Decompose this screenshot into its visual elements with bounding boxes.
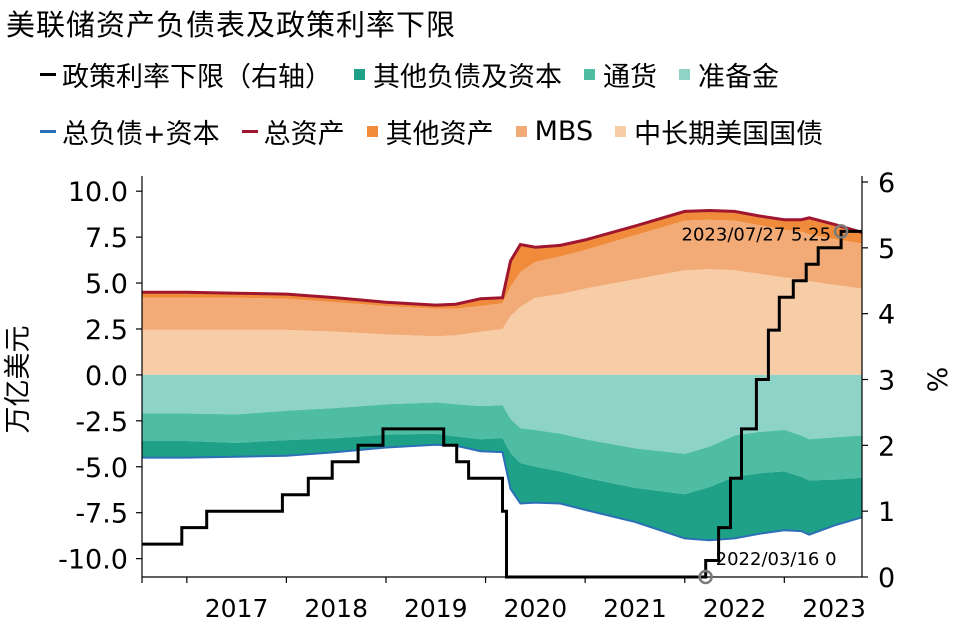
- y2-tick-label: 0: [878, 563, 895, 594]
- legend-swatch: [367, 126, 378, 137]
- x-tick-label: 2022: [703, 594, 767, 623]
- y2-tick-label: 3: [878, 366, 895, 397]
- legend-item-0: 政策利率下限（右轴）: [40, 55, 332, 94]
- x-tick-label: 2021: [603, 594, 667, 623]
- y2-axis-title: %: [923, 367, 954, 393]
- x-tick-label: 2019: [404, 594, 468, 623]
- legend-item-8: 中长期美国国债: [615, 112, 823, 151]
- y-tick-label: 2.5: [85, 315, 128, 346]
- legend-label: 中长期美国国债: [634, 112, 823, 151]
- x-tick-label: 2020: [504, 594, 568, 623]
- x-tick-label: 2018: [304, 594, 368, 623]
- y-tick-label: 5.0: [85, 269, 128, 300]
- y-tick-label: -10.0: [58, 545, 128, 576]
- y2-tick-label: 2: [878, 431, 895, 462]
- legend-label: 总负债+资本: [62, 112, 220, 151]
- x-tick-label: 2017: [205, 594, 269, 623]
- legend-swatch: [354, 69, 365, 80]
- y-tick-label: -2.5: [75, 407, 128, 438]
- legend-swatch: [242, 130, 258, 133]
- legend-label: 政策利率下限（右轴）: [62, 55, 332, 94]
- y2-tick-label: 6: [878, 168, 895, 199]
- legend-swatch: [615, 126, 626, 137]
- legend-swatch: [584, 69, 595, 80]
- legend-row-1: 政策利率下限（右轴） 其他负债及资本 通货 准备金: [40, 56, 801, 92]
- legend-item-2: 通货: [584, 55, 657, 94]
- legend-item-6: 其他资产: [367, 112, 494, 151]
- chart-plot: 10.0 7.5 5.0 2.5 0.0 -2.5 -5.0 -7.5 -10.0 0 1 2 3 4 5 6…: [0, 160, 956, 625]
- legend-item-1: 其他负债及资本: [354, 55, 562, 94]
- legend-item-5: 总资产: [242, 112, 345, 151]
- y-tick-label: -7.5: [75, 499, 128, 530]
- legend-label: 总资产: [264, 112, 345, 151]
- annotation-label: 2022/03/16 0: [716, 549, 837, 570]
- y2-tick-label: 5: [878, 234, 895, 265]
- legend-row-2: 总负债+资本 总资产 其他资产 MBS 中长期美国国债: [40, 113, 845, 149]
- legend-swatch: [679, 69, 690, 80]
- legend-swatch: [516, 126, 527, 137]
- legend-label: 其他资产: [386, 112, 494, 151]
- legend-label: 其他负债及资本: [373, 55, 562, 94]
- y-tick-label: 10.0: [68, 177, 128, 208]
- y-tick-label: -5.0: [75, 453, 128, 484]
- y-tick-label: 0.0: [85, 361, 128, 392]
- legend-label: MBS: [535, 116, 593, 147]
- chart-title: 美联储资产负债表及政策利率下限: [6, 2, 456, 44]
- y-tick-label: 7.5: [85, 223, 128, 254]
- legend-swatch: [40, 130, 56, 133]
- legend-swatch: [40, 73, 56, 76]
- y-axis-title: 万亿美元: [3, 326, 34, 434]
- legend-label: 准备金: [698, 55, 779, 94]
- x-tick-label: 2023: [802, 594, 866, 623]
- legend-item-4: 总负债+资本: [40, 112, 220, 151]
- legend-item-7: MBS: [516, 116, 593, 147]
- legend-item-3: 准备金: [679, 55, 779, 94]
- y2-tick-label: 1: [878, 497, 895, 528]
- y2-tick-label: 4: [878, 300, 895, 331]
- annotation-label: 2023/07/27 5.25: [682, 224, 832, 245]
- legend-label: 通货: [603, 55, 657, 94]
